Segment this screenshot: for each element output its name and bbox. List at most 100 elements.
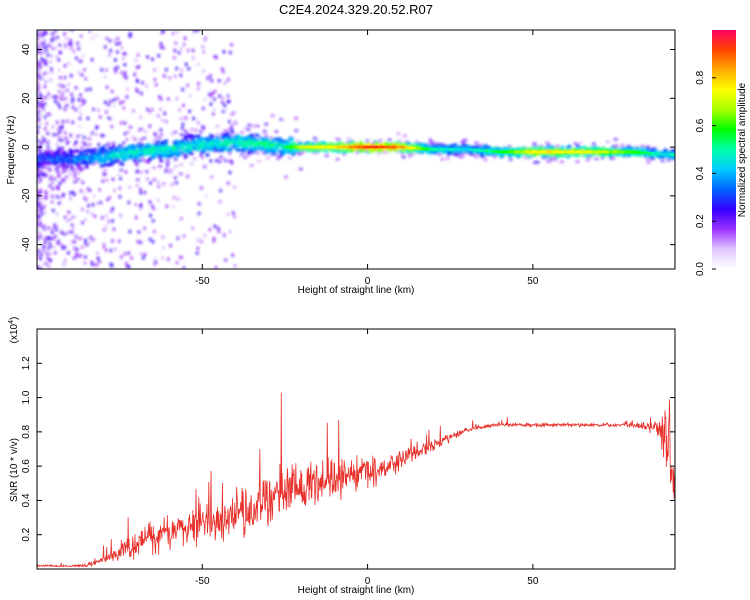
- spectrogram-cell: [128, 185, 132, 190]
- spectrogram-cell: [575, 154, 580, 158]
- spectrogram-cell: [37, 252, 39, 256]
- y-tick-label: 1.0: [21, 390, 32, 404]
- spectrogram-cell: [166, 257, 170, 261]
- spectrogram-cell: [533, 160, 538, 164]
- spectrogram-cell: [219, 200, 223, 204]
- snr-ticks: -50 0 50 0.2 0.4 0.6 0.8 1.0 1.2: [21, 329, 675, 587]
- spectrogram-cell: [591, 150, 595, 154]
- spectrogram-cell: [110, 124, 114, 129]
- spectrogram-content: [37, 30, 675, 269]
- spectrogram-cell: [164, 148, 168, 152]
- spectrogram-cell: [136, 151, 140, 155]
- spectrogram-cell: [39, 93, 43, 97]
- spectrogram-cell: [182, 266, 186, 269]
- spectrogram-cell: [149, 213, 153, 218]
- spectrogram-cell: [203, 233, 207, 238]
- spectrogram-cell: [311, 145, 315, 149]
- spectrogram-cell: [64, 136, 68, 140]
- spectrogram-cell: [575, 160, 580, 164]
- spectrogram-cell: [179, 148, 184, 152]
- spectrogram-cell: [139, 127, 144, 131]
- spectrogram-cell: [300, 151, 305, 155]
- spectrogram-cell: [49, 244, 53, 249]
- spectrogram-cell: [428, 148, 432, 151]
- spectrogram-cell: [175, 147, 180, 151]
- spectrogram-cell: [627, 154, 631, 158]
- spectrogram-cell: [37, 213, 39, 217]
- spectrogram-cell: [130, 135, 135, 139]
- spectrogram-cell: [190, 137, 195, 141]
- spectrogram-cell: [335, 145, 339, 149]
- spectrogram-cell: [196, 246, 200, 251]
- spectrogram-cell: [151, 152, 155, 156]
- spectrogram-cell: [104, 248, 108, 252]
- spectrogram-cell: [39, 202, 43, 206]
- spectrogram-cell: [79, 59, 83, 63]
- spectrogram-cell: [180, 146, 185, 150]
- spectrogram-cell: [51, 31, 55, 36]
- spectrogram-cell: [219, 188, 223, 193]
- spectrogram-cell: [190, 161, 194, 166]
- spectrogram-cell: [156, 198, 160, 202]
- spectrogram-cell: [136, 89, 140, 94]
- spectrogram-cell: [88, 87, 92, 91]
- spectrogram-cell: [260, 145, 264, 149]
- spectrogram-cell: [69, 73, 73, 78]
- spectrogram-cell: [91, 203, 95, 207]
- spectrogram-cell: [153, 132, 158, 136]
- spectrogram-cell: [42, 249, 46, 253]
- spectrogram-cell: [42, 45, 46, 50]
- spectrogram-cell: [55, 95, 59, 99]
- spectrogram-cell: [508, 154, 512, 158]
- spectrogram-cell: [229, 112, 234, 116]
- spectrogram-cell: [609, 157, 614, 161]
- spectrogram-cell: [83, 67, 87, 72]
- spectrogram-cell: [79, 114, 83, 118]
- spectrogram-cell: [72, 192, 76, 197]
- spectrogram-cell: [37, 196, 39, 200]
- colorbar-label: Normalized spectral amplitude: [737, 82, 748, 217]
- spectrogram-cell: [53, 225, 57, 230]
- spectrogram-cell: [597, 150, 601, 154]
- spectrogram-cell: [265, 156, 270, 160]
- spectrogram-cell: [583, 150, 587, 154]
- spectrogram-cell: [632, 150, 636, 154]
- spectrogram-cell: [76, 41, 80, 46]
- spectrogram-cell: [409, 150, 413, 154]
- spectrogram-cell: [42, 154, 46, 158]
- spectrogram-cell: [55, 35, 59, 40]
- spectrogram-cell: [569, 150, 573, 154]
- spectrogram-cell: [626, 144, 631, 148]
- spectrogram-cell: [174, 181, 178, 185]
- spectrogram-cell: [581, 150, 585, 154]
- spectrogram-cell: [341, 145, 345, 149]
- spectrogram-cell: [39, 177, 43, 182]
- spectrogram-cell: [42, 262, 46, 266]
- spectrogram-cell: [75, 149, 79, 153]
- spectrogram-cell: [100, 68, 104, 72]
- spectrogram-cell: [151, 166, 156, 170]
- spectrogram-cell: [177, 152, 182, 156]
- spectrogram-cell: [216, 226, 220, 231]
- spectrogram-cell: [60, 170, 65, 174]
- spectrogram-cell: [180, 68, 184, 73]
- spectrogram-cell: [351, 145, 355, 149]
- spectrogram-cell: [62, 42, 66, 46]
- spectrogram-cell: [212, 146, 216, 150]
- spectrogram-cell: [40, 95, 44, 100]
- spectrogram-cell: [44, 31, 48, 35]
- y-tick-label: -40: [21, 237, 32, 252]
- spectrogram-cell: [37, 68, 39, 72]
- spectrogram-cell: [112, 38, 116, 43]
- spectrogram-cell: [165, 164, 169, 169]
- spectrogram-cell: [57, 137, 61, 141]
- spectrogram-cell: [133, 159, 137, 163]
- spectrogram-cell: [495, 150, 499, 153]
- spectrogram-cell: [131, 151, 135, 155]
- spectrogram-cell: [135, 65, 139, 70]
- spectrogram-cell: [55, 212, 59, 216]
- spectrogram-cell: [541, 150, 545, 154]
- spectrogram-cell: [578, 141, 583, 145]
- spectrogram-cell: [83, 159, 87, 163]
- colorbar: 0.0 0.2 0.4 0.6 0.8 Normalized spectral ampl…: [695, 30, 748, 276]
